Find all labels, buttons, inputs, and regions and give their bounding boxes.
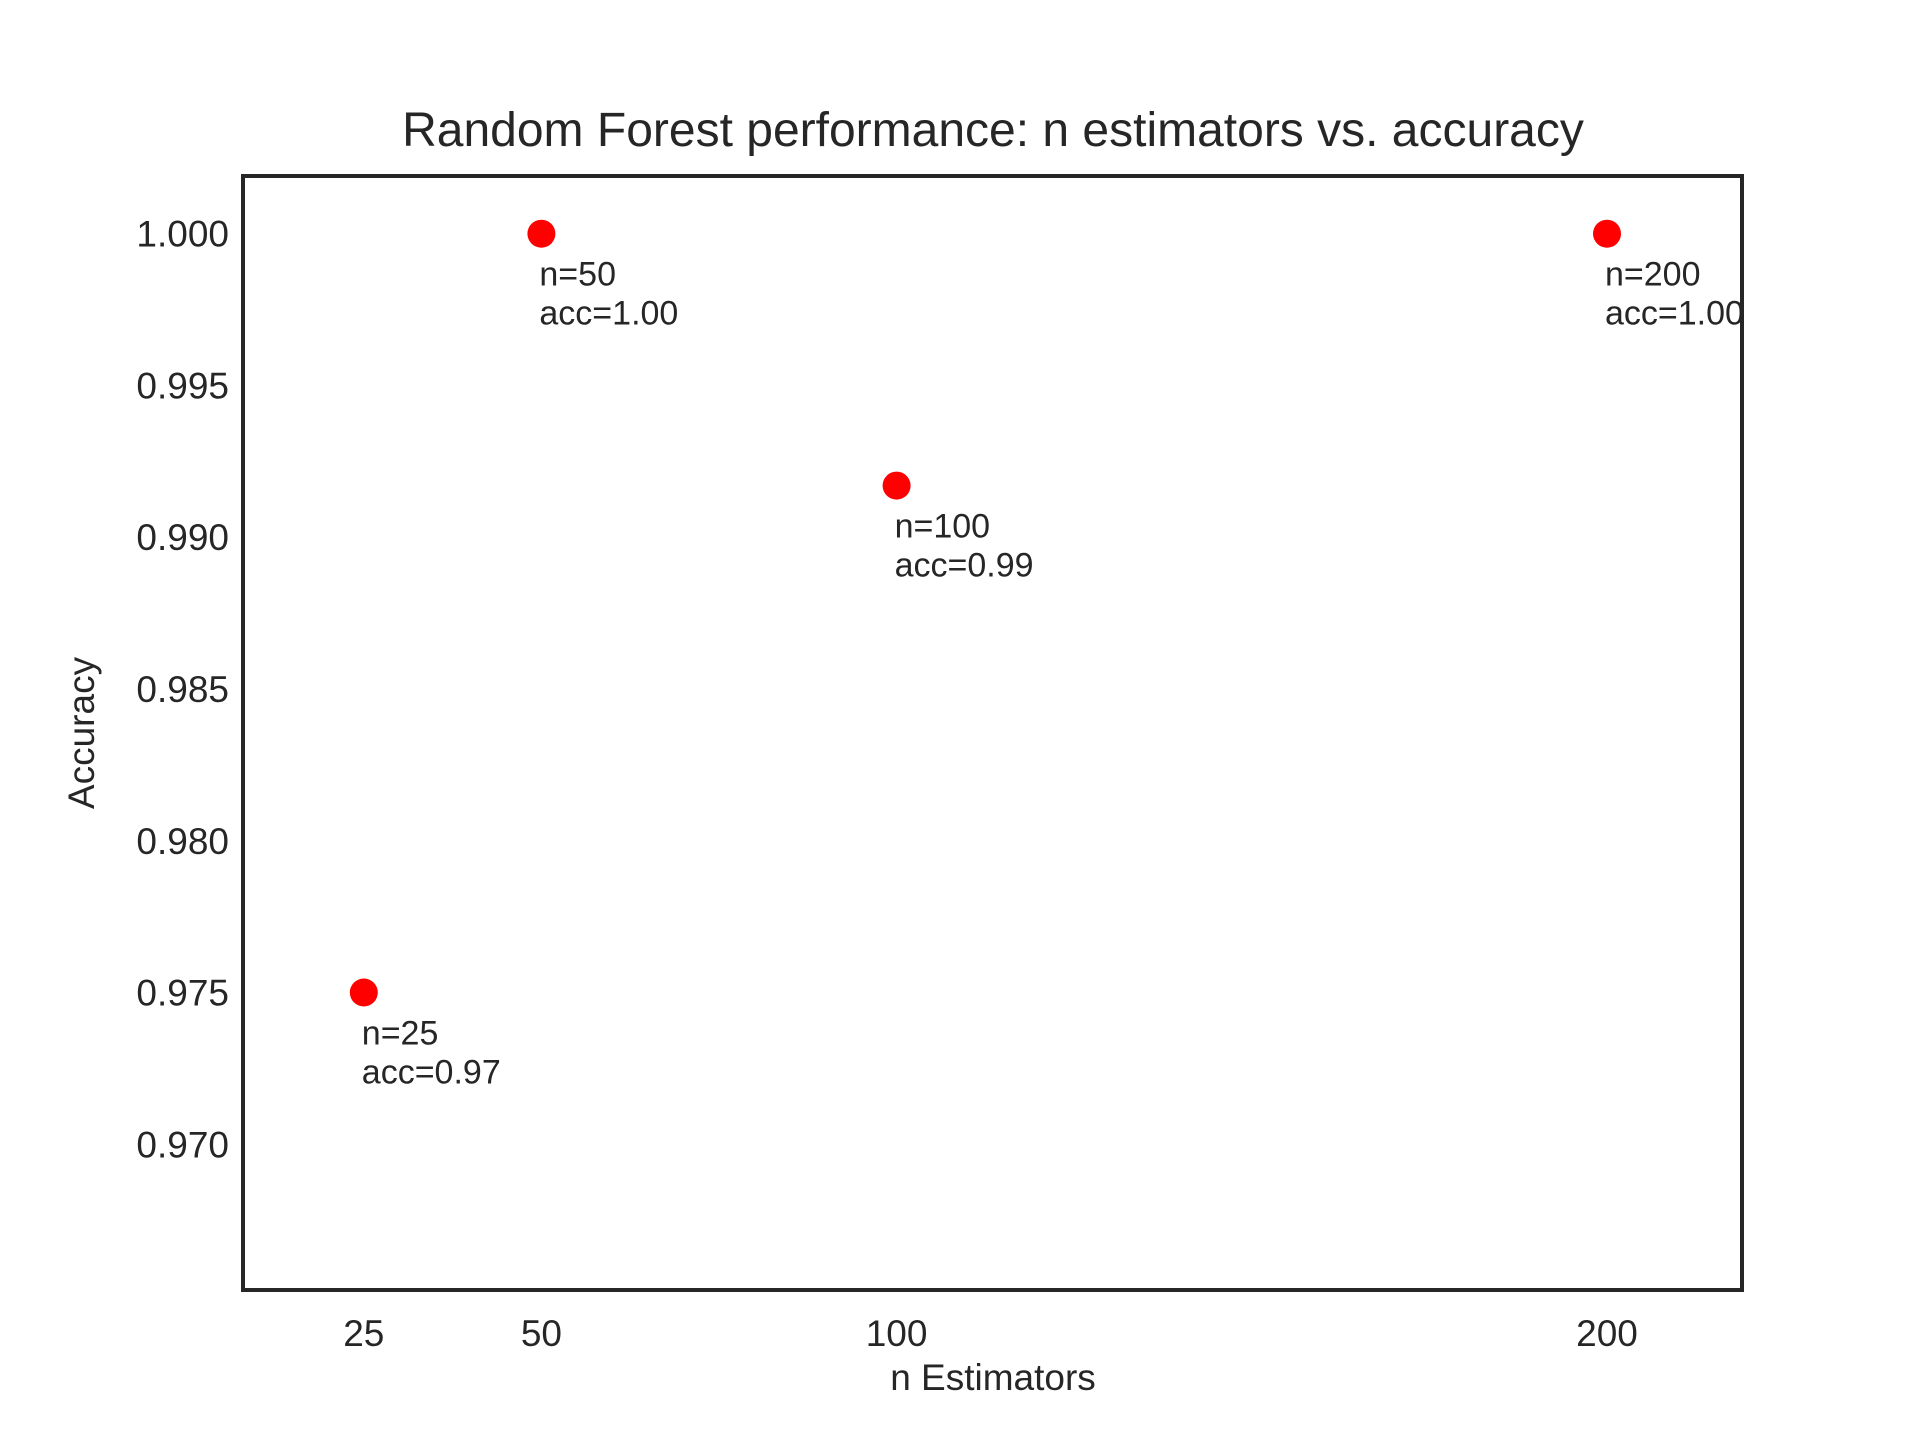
y-axis-label: Accuracy <box>61 656 102 809</box>
plot-frame <box>241 174 1744 1292</box>
y-tick-label: 1.000 <box>136 214 229 255</box>
x-axis-ticks: 25 50 100 200 <box>343 1313 1638 1354</box>
y-axis-ticks: 0.970 0.975 0.980 0.985 0.990 0.995 1.000 <box>136 214 229 1166</box>
point-annotation-n: n=50 <box>539 256 616 294</box>
data-point <box>882 471 911 500</box>
x-axis-label: n Estimators <box>890 1357 1096 1398</box>
point-annotation-acc: acc=1.00 <box>539 295 678 333</box>
y-tick-label: 0.980 <box>136 821 229 862</box>
data-point <box>1593 219 1621 248</box>
y-tick-label: 0.970 <box>136 1124 229 1165</box>
plot-marks: n=25acc=0.97n=50acc=1.00n=100acc=0.99n=2… <box>349 219 1744 1092</box>
y-tick-label: 0.985 <box>136 669 229 710</box>
point-annotation-n: n=100 <box>895 508 991 546</box>
chart-title: Random Forest performance: n estimators … <box>402 104 1584 157</box>
data-point <box>349 978 378 1007</box>
point-annotation-n: n=200 <box>1605 256 1701 294</box>
data-point <box>527 219 556 248</box>
x-tick-label: 200 <box>1576 1313 1638 1354</box>
y-tick-label: 0.975 <box>136 973 229 1014</box>
point-annotation-acc: acc=1.00 <box>1605 295 1744 333</box>
y-tick-label: 0.990 <box>136 517 229 558</box>
point-annotation-n: n=25 <box>362 1015 439 1053</box>
x-tick-label: 100 <box>866 1313 928 1354</box>
point-annotation-acc: acc=0.97 <box>362 1054 501 1092</box>
y-tick-label: 0.995 <box>136 365 229 406</box>
x-tick-label: 50 <box>521 1313 562 1354</box>
point-annotation-acc: acc=0.99 <box>895 547 1034 585</box>
x-tick-label: 25 <box>343 1313 384 1354</box>
